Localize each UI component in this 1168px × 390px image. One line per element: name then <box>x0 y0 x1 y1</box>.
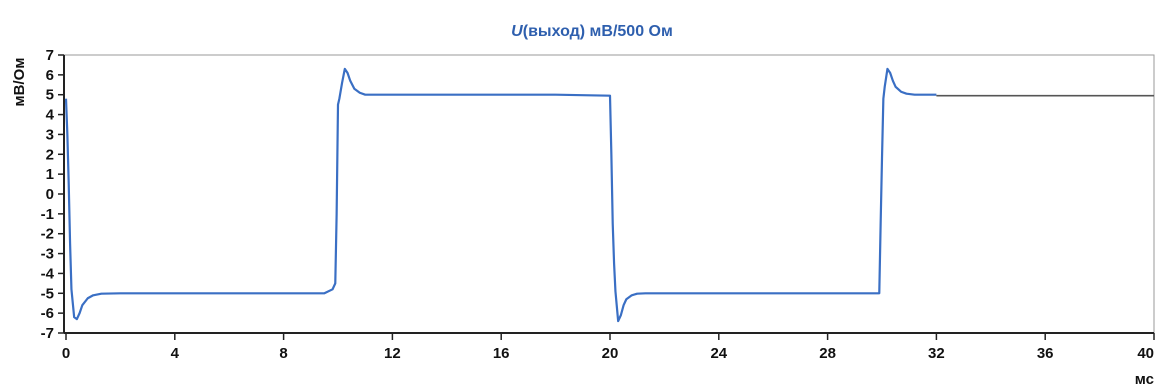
y-tick-label: -6 <box>41 305 54 322</box>
y-tick-label: -3 <box>41 246 54 263</box>
x-axis-label: мс <box>1135 371 1154 388</box>
series-line-1 <box>64 67 937 323</box>
x-tick-label: 4 <box>171 345 180 362</box>
x-tick-label: 8 <box>279 345 287 362</box>
x-tick-label: 24 <box>710 345 727 362</box>
y-tick-label: -4 <box>41 265 55 282</box>
y-tick-label: -7 <box>41 325 54 342</box>
x-tick-label: 16 <box>493 345 510 362</box>
series-group <box>64 67 1154 323</box>
y-tick-label: 5 <box>46 87 54 104</box>
y-tick-label: -5 <box>41 285 54 302</box>
y-tick-label: -2 <box>41 226 54 243</box>
y-tick-label: 6 <box>46 67 54 84</box>
x-tick-labels: 0 4 8 12 16 20 24 28 32 36 40 <box>62 345 1154 362</box>
axis-tick-marks <box>58 54 1155 340</box>
y-axis-label: мВ/Ом <box>11 58 28 107</box>
y-tick-label: 2 <box>46 146 54 163</box>
chart-title-rest: (выход) мВ/500 Ом <box>523 23 673 40</box>
y-tick-label: 3 <box>46 126 54 143</box>
y-tick-labels: 7 6 5 4 3 2 1 0 -1 -2 -3 -4 -5 -6 -7 <box>41 47 55 342</box>
x-tick-label: 0 <box>62 345 70 362</box>
y-tick-label: 7 <box>46 47 54 64</box>
x-tick-label: 40 <box>1137 345 1154 362</box>
x-tick-label: 32 <box>928 345 945 362</box>
y-tick-label: -1 <box>41 206 54 223</box>
chart-title: U(выход) мВ/500 Ом <box>511 23 673 40</box>
x-tick-label: 28 <box>819 345 836 362</box>
x-tick-label: 12 <box>384 345 401 362</box>
x-tick-label: 20 <box>602 345 619 362</box>
chart-title-symbol: U <box>511 23 523 40</box>
y-tick-label: 1 <box>46 166 54 183</box>
x-tick-label: 36 <box>1037 345 1054 362</box>
y-tick-label: 0 <box>46 186 54 203</box>
y-tick-label: 4 <box>46 107 55 124</box>
